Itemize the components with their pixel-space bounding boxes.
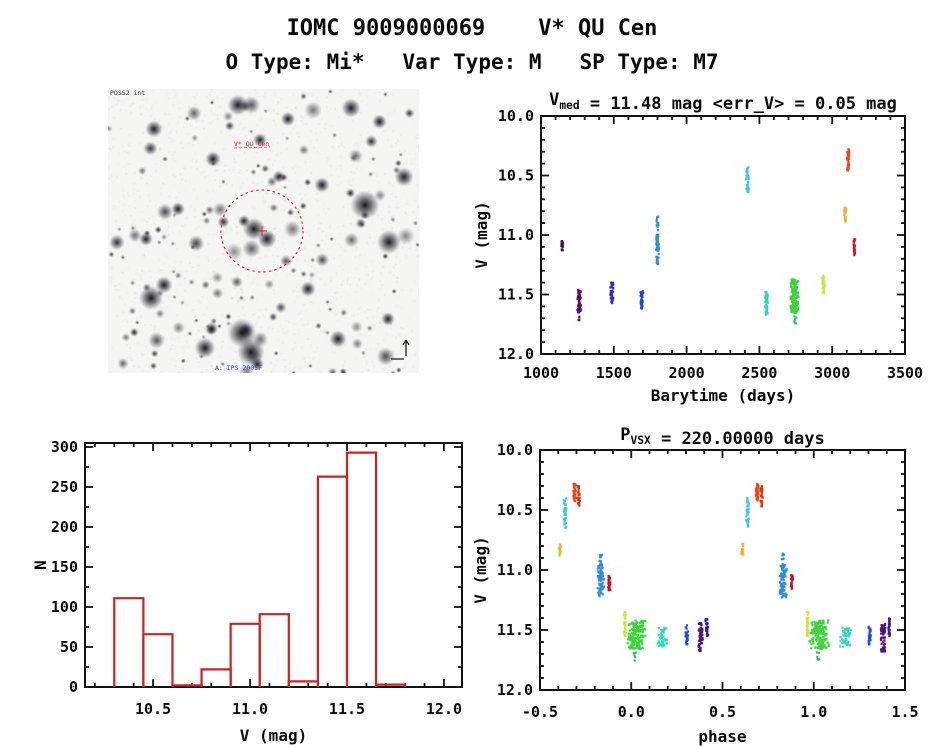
svg-text:V (mag): V (mag) [472, 201, 491, 268]
svg-text:10.5: 10.5 [497, 501, 533, 519]
target-label: V* QU Cen [234, 140, 269, 148]
svg-text:-0.5: -0.5 [522, 703, 558, 721]
page-title: IOMC 9009000069 V* QU Cen [286, 16, 658, 41]
svg-text:0.0: 0.0 [618, 703, 645, 721]
svg-text:11.0: 11.0 [498, 226, 534, 244]
finder-overlay: POSS2 int V* QU Cen A: IPS 2005F [110, 89, 410, 372]
svg-text:250: 250 [51, 478, 78, 496]
svg-text:3000: 3000 [814, 364, 850, 382]
histogram-plot: 10.5 11.0 11.5 12.0 0 50 100 150 200 250 300 V (mag… [31, 438, 463, 745]
svg-text:1.0: 1.0 [800, 703, 827, 721]
finder-chart: POSS2 int V* QU Cen A: IPS 2005F [108, 89, 419, 373]
credit-label: A: IPS 2005F [215, 364, 262, 372]
svg-text:11.0: 11.0 [497, 561, 533, 579]
svg-text:300: 300 [51, 438, 78, 456]
svg-text:11.0: 11.0 [232, 700, 268, 718]
svg-text:50: 50 [60, 638, 78, 656]
phase-plot: -0.5 0.0 0.5 1.0 1.5 10.0 10.5 11.0 11.5 12.0 PVSX… [471, 425, 919, 746]
svg-text:1.5: 1.5 [891, 703, 918, 721]
svg-text:100: 100 [51, 598, 78, 616]
svg-text:1500: 1500 [596, 364, 632, 382]
svg-text:0.5: 0.5 [709, 703, 736, 721]
svg-text:3500: 3500 [887, 364, 923, 382]
svg-text:10.5: 10.5 [498, 167, 534, 185]
target-circle [220, 189, 304, 273]
survey-label: POSS2 int [110, 89, 145, 97]
svg-text:10.0: 10.0 [497, 441, 533, 459]
svg-text:2500: 2500 [741, 364, 777, 382]
svg-text:2000: 2000 [669, 364, 705, 382]
svg-text:150: 150 [51, 558, 78, 576]
svg-text:V (mag): V (mag) [471, 536, 490, 603]
lightcurve-plot: 1000 1500 2000 2500 3000 3500 10.0 10.5 11.0 11.5… [472, 90, 923, 405]
svg-text:11.5: 11.5 [498, 286, 534, 304]
svg-text:11.5: 11.5 [329, 700, 365, 718]
svg-text:phase: phase [698, 727, 746, 746]
svg-text:N: N [31, 560, 50, 570]
svg-text:11.5: 11.5 [497, 621, 533, 639]
svg-text:10.0: 10.0 [498, 107, 534, 125]
target-center-marker [257, 226, 267, 236]
svg-text:V (mag): V (mag) [240, 726, 307, 745]
svg-text:12.0: 12.0 [498, 345, 534, 363]
page-subtitle: O Type: Mi* Var Type: M SP Type: M7 [225, 50, 719, 74]
svg-text:12.0: 12.0 [426, 700, 462, 718]
svg-text:Barytime (days): Barytime (days) [651, 386, 796, 405]
compass-icon [391, 339, 410, 360]
svg-text:0: 0 [69, 678, 78, 696]
svg-text:Vmed = 11.48 mag <err_V> = 0.0: Vmed = 11.48 mag <err_V> = 0.05 mag [549, 90, 897, 114]
svg-text:200: 200 [51, 518, 78, 536]
target-label-underline [233, 146, 271, 149]
svg-text:12.0: 12.0 [497, 681, 533, 699]
svg-text:PVSX = 220.00000 days: PVSX = 220.00000 days [620, 425, 825, 449]
svg-text:1000: 1000 [523, 364, 559, 382]
svg-text:10.5: 10.5 [135, 700, 171, 718]
